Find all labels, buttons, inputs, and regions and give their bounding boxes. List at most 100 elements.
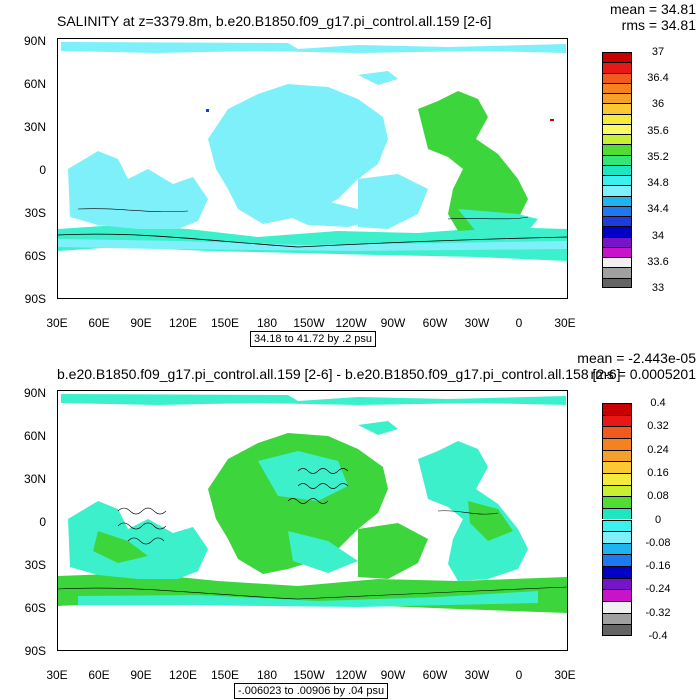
panel2-lat-label: 30N bbox=[23, 472, 46, 486]
panel2-colorbar-swatch bbox=[602, 566, 632, 578]
panel1-colorbar-swatch bbox=[602, 144, 632, 155]
panel2-colorbar-swatch bbox=[602, 507, 632, 520]
panel2-lat-label: 90S bbox=[24, 644, 46, 658]
panel1-colorbar-swatch bbox=[602, 123, 632, 135]
panel1-colorbar-swatch bbox=[602, 246, 632, 258]
panel2-colorbar-label: 0.24 bbox=[647, 443, 669, 456]
panel1-colorbar-label: 34.8 bbox=[647, 177, 669, 190]
panel2-lon-label: 120W bbox=[335, 668, 367, 682]
panel1-lon-label: 60E bbox=[88, 316, 110, 330]
panel2-colorbar-swatch bbox=[602, 624, 632, 636]
panel2-lon-label: 60E bbox=[88, 668, 110, 682]
panel1-colorbar-swatch bbox=[602, 82, 632, 94]
panel2-lat-label: 0 bbox=[39, 515, 46, 529]
panel1-colorbar-label: 36 bbox=[651, 98, 665, 111]
panel2-lat-label: 60S bbox=[24, 601, 46, 615]
panel1-colorbar bbox=[602, 52, 632, 288]
panel1-lon-label: 120W bbox=[335, 316, 367, 330]
panel1-lat-label: 60S bbox=[24, 249, 46, 263]
panel1-colorbar-swatch bbox=[602, 164, 632, 176]
panel1-colorbar-label: 33 bbox=[651, 282, 665, 294]
panel2-colorbar bbox=[602, 403, 632, 636]
panel1-colorbar-swatch bbox=[602, 72, 632, 83]
panel1-lon-label: 180 bbox=[256, 316, 278, 330]
panel2-colorbar-swatch bbox=[602, 554, 632, 567]
panel1-colorbar-swatch bbox=[602, 52, 632, 63]
panel1-lat-label: 30S bbox=[24, 206, 46, 220]
panel2-rms: rms = 0.0005201 bbox=[590, 366, 696, 382]
panel1-colorbar-label: 34 bbox=[651, 229, 665, 242]
panel2-colorbar-swatch bbox=[602, 472, 632, 485]
panel1-colorbar-swatch bbox=[602, 185, 632, 196]
panel1-colorbar-label: 36.4 bbox=[647, 72, 669, 85]
panel2-colorbar-label: -0.24 bbox=[645, 583, 671, 596]
panel1-colorbar-label: 35.6 bbox=[647, 124, 669, 137]
panel2-colorbar-swatch bbox=[602, 601, 632, 613]
panel2-lon-label: 180 bbox=[256, 668, 278, 682]
panel2-colorbar-swatch bbox=[602, 461, 632, 473]
panel2-colorbar-swatch bbox=[602, 542, 632, 555]
panel2-colorbar-swatch bbox=[602, 426, 632, 438]
panel2-colorbar-label: -0.32 bbox=[645, 606, 671, 619]
panel1-lon-label: 0 bbox=[515, 316, 523, 330]
panel2-lon-label: 150W bbox=[293, 668, 325, 682]
panel1-colorbar-swatch bbox=[602, 195, 632, 206]
panel2-lon-label: 0 bbox=[515, 668, 523, 682]
panel1-colorbar-label: 33.6 bbox=[647, 255, 669, 268]
panel2-colorbar-label: 0.4 bbox=[650, 397, 666, 409]
panel1-map bbox=[57, 38, 568, 299]
panel1-colorbar-swatch bbox=[602, 62, 632, 73]
panel1-colorbar-swatch bbox=[602, 257, 632, 268]
panel2-colorbar-swatch bbox=[602, 403, 632, 415]
panel1-colorbar-swatch bbox=[602, 236, 632, 247]
panel1-lat-label: 0 bbox=[39, 163, 46, 177]
panel2-colorbar-label: 0.08 bbox=[647, 490, 669, 503]
panel2-colorbar-swatch bbox=[602, 612, 632, 625]
panel1-mean: mean = 34.81 bbox=[609, 1, 696, 17]
panel2-lon-label: 90E bbox=[130, 668, 152, 682]
panel2-colorbar-swatch bbox=[602, 577, 632, 590]
panel2-colorbar-label: -0.08 bbox=[645, 536, 671, 549]
panel1-colorbar-swatch bbox=[602, 205, 632, 217]
panel2-title: b.e20.B1850.f09_g17.pi_control.all.159 [… bbox=[57, 366, 621, 382]
panel1-colorbar-swatch bbox=[602, 103, 632, 114]
panel2-colorbar-swatch bbox=[602, 519, 632, 532]
panel2-lon-label: 60W bbox=[422, 668, 448, 682]
panel2-colorbar-label: 0.16 bbox=[647, 466, 669, 479]
panel1-lat-label: 90S bbox=[24, 292, 46, 306]
panel1-colorbar-swatch bbox=[602, 113, 632, 124]
panel2-lon-label: 120E bbox=[168, 668, 198, 682]
panel2-colorbar-label: 0 bbox=[654, 513, 662, 526]
panel2-map-field bbox=[58, 394, 567, 613]
panel1-lat-label: 60N bbox=[23, 77, 46, 91]
panel1-lon-label: 150E bbox=[210, 316, 240, 330]
panel2-lon-label: 30E bbox=[554, 668, 576, 682]
panel2-colorbar-label: 0.32 bbox=[647, 420, 669, 433]
panel2-lon-label: 30E bbox=[46, 668, 68, 682]
panel2-lat-label: 30S bbox=[24, 558, 46, 572]
panel1-lon-label: 30E bbox=[554, 316, 576, 330]
panel2-colorbar-label: -0.4 bbox=[648, 630, 668, 642]
panel1-colorbar-label: 37 bbox=[651, 46, 665, 58]
panel2-colorbar-swatch bbox=[602, 531, 632, 543]
panel2-lon-label: 90W bbox=[380, 668, 406, 682]
panel2-map bbox=[57, 390, 568, 651]
panel2-colorbar-swatch bbox=[602, 437, 632, 450]
panel1-rms: rms = 34.81 bbox=[621, 17, 696, 33]
panel1-lat-label: 90N bbox=[23, 34, 46, 48]
panel1-colorbar-swatch bbox=[602, 134, 632, 145]
panel2-contour-info: -.006023 to .00906 by .04 psu bbox=[234, 683, 389, 699]
panel2-colorbar-swatch bbox=[602, 449, 632, 462]
panel2-lat-label: 90N bbox=[23, 386, 46, 400]
panel2-lat-label: 60N bbox=[23, 429, 46, 443]
panel2-colorbar-swatch bbox=[602, 589, 632, 602]
panel1-lon-label: 90W bbox=[380, 316, 406, 330]
panel2-colorbar-swatch bbox=[602, 484, 632, 497]
panel1-contour-info: 34.18 to 41.72 by .2 psu bbox=[250, 331, 377, 347]
panel2-colorbar-swatch bbox=[602, 496, 632, 508]
panel2-colorbar-label: -0.16 bbox=[645, 560, 671, 573]
panel1-lon-label: 30W bbox=[464, 316, 490, 330]
panel1-colorbar-swatch bbox=[602, 226, 632, 237]
panel1-lon-label: 120E bbox=[168, 316, 198, 330]
panel1-colorbar-swatch bbox=[602, 216, 632, 227]
